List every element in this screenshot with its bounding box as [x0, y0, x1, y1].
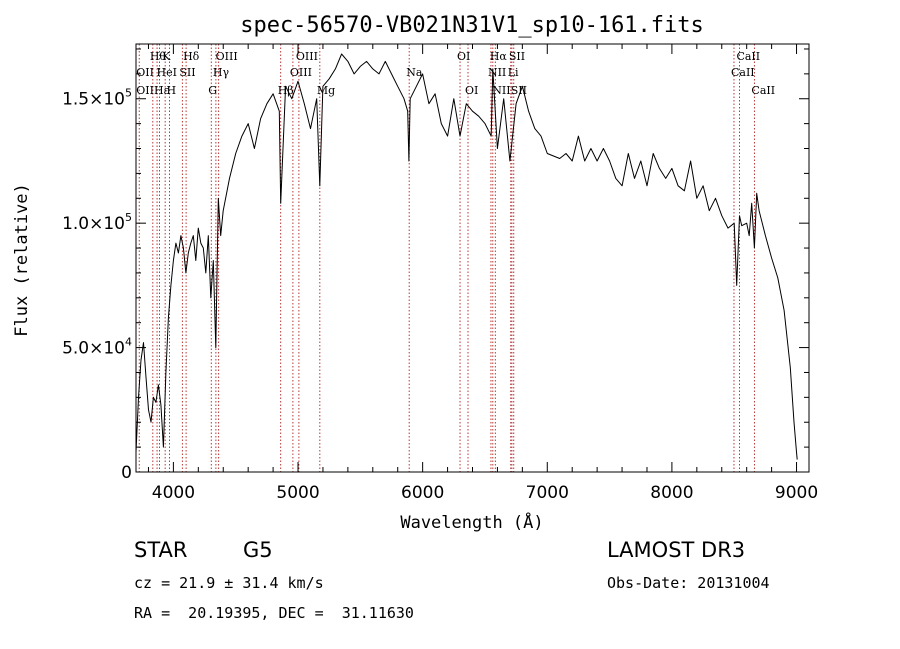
line-label: SII	[509, 50, 525, 63]
y-tick-label: 1.5×105	[62, 87, 132, 110]
x-tick-label: 6000	[401, 483, 444, 503]
y-axis-label: Flux (relative)	[12, 183, 32, 337]
observation-date: Obs-Date: 20131004	[607, 574, 770, 592]
object-class: STAR	[134, 538, 188, 562]
line-label: OI	[465, 84, 478, 97]
line-label: Na	[406, 66, 423, 79]
line-label: Hδ	[183, 50, 200, 63]
survey-name: LAMOST DR3	[607, 538, 746, 562]
line-markers	[138, 44, 755, 472]
x-tick-label: 4000	[152, 483, 195, 503]
line-label: Li	[508, 66, 519, 79]
line-label: Hα	[490, 50, 508, 63]
line-label: Mg	[317, 84, 335, 97]
line-label: K	[162, 50, 171, 63]
x-axis-label: Wavelength (Å)	[400, 511, 543, 533]
x-tick-label: 7000	[526, 483, 569, 503]
line-label: OII	[136, 66, 154, 79]
line-label: OII	[136, 84, 154, 97]
line-label: G	[208, 84, 217, 97]
line-label: HeI	[157, 66, 177, 79]
chart-title: spec-56570-VB021N31V1_sp10-161.fits	[240, 13, 704, 38]
line-label: CaII	[731, 66, 755, 79]
line-label: SII	[179, 66, 195, 79]
line-label: Hθ	[150, 50, 167, 63]
line-label: CaII	[736, 50, 760, 63]
line-label: NII	[488, 66, 506, 79]
line-label: Hγ	[213, 66, 230, 79]
line-label: Hε	[154, 84, 170, 97]
y-tick-label: 5.0×104	[62, 336, 132, 359]
x-tick-label: 5000	[276, 483, 319, 503]
y-axis-ticks: 0 5.0×104 1.0×105 1.5×105	[62, 48, 809, 483]
spectrum-curve-group	[135, 53, 798, 460]
line-label: OIII	[290, 66, 312, 79]
y-tick-label: 1.0×105	[62, 211, 132, 234]
line-label: OIII	[296, 50, 318, 63]
line-label: CaII	[751, 84, 775, 97]
line-label: OIII	[216, 50, 238, 63]
line-label: NII	[492, 84, 510, 97]
x-tick-label: 8000	[650, 483, 693, 503]
x-tick-label: 9000	[775, 483, 818, 503]
spectrum-line	[135, 53, 798, 460]
redshift-cz: cz = 21.9 ± 31.4 km/s	[134, 574, 324, 592]
plot-frame	[135, 43, 810, 473]
x-axis-ticks: 4000 5000 6000 7000 8000 9000	[147, 44, 818, 503]
object-subclass: G5	[243, 538, 273, 562]
line-label: OI	[457, 50, 470, 63]
ra-dec-coordinates: RA = 20.19395, DEC = 31.11630	[134, 604, 414, 622]
line-labels: OIIOIIHθHεHeIKHSIIHδGHγOIIIHβOIIIOIIIMgN…	[136, 50, 775, 97]
y-tick-label: 0	[121, 463, 132, 483]
line-label: H	[167, 84, 177, 97]
